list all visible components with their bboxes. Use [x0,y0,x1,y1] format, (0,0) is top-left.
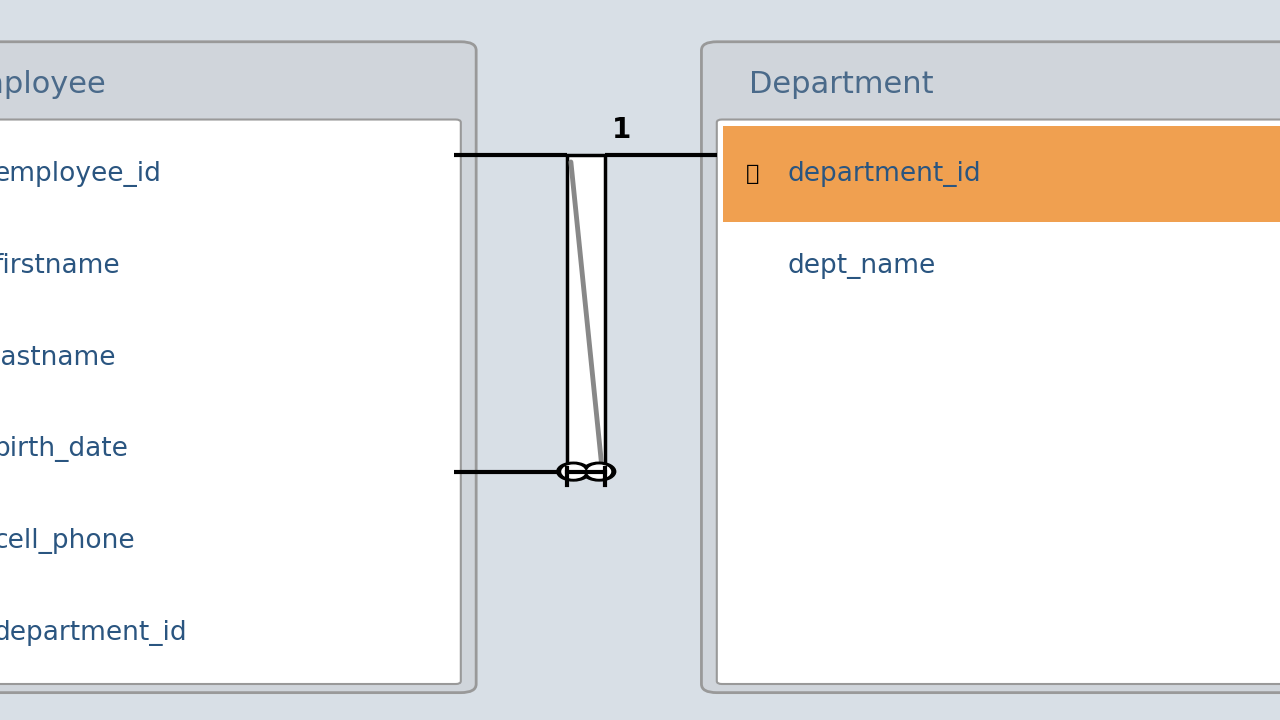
FancyBboxPatch shape [0,42,476,693]
Circle shape [557,462,590,481]
Text: Employee: Employee [0,71,106,99]
Text: cell_phone: cell_phone [0,528,136,554]
Circle shape [562,465,585,478]
Text: 1: 1 [612,116,631,143]
Text: department_id: department_id [0,620,187,646]
Text: Department: Department [749,71,933,99]
Text: firstname: firstname [0,253,120,279]
Text: lastname: lastname [0,345,116,371]
Bar [567,155,605,472]
Text: department_id: department_id [787,161,980,187]
Text: 🔑: 🔑 [746,164,759,184]
Text: dept_name: dept_name [787,253,936,279]
Text: birth_date: birth_date [0,436,128,462]
Circle shape [582,462,616,481]
Circle shape [588,465,611,478]
FancyBboxPatch shape [0,120,461,684]
Text: employee_id: employee_id [0,161,161,187]
FancyBboxPatch shape [717,120,1280,684]
Bar [723,126,1280,222]
FancyBboxPatch shape [701,42,1280,693]
